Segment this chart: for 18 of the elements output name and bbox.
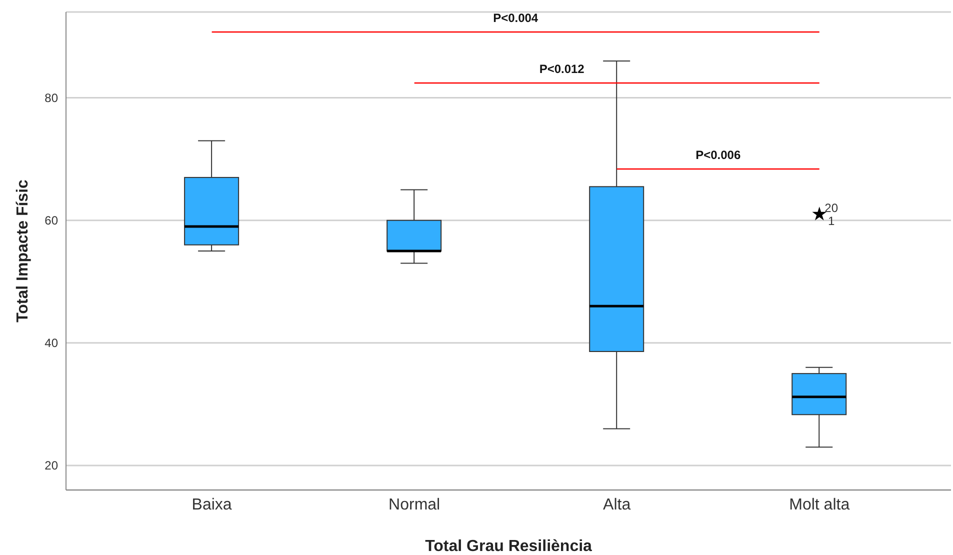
annotation: 1 [828,214,836,228]
x-axis-title: Total Grau Resiliència [425,538,592,555]
x-tick-label: Molt alta [789,496,850,514]
annotation: 20 [824,201,838,216]
x-tick-label: Baixa [192,496,232,514]
x-tick-label: Alta [603,496,631,514]
significance-bracket: P<0.012 [414,62,820,84]
annotation: P<0.012 [539,62,585,76]
annotation: P<0.004 [493,11,538,25]
significance-bracket: P<0.004 [212,11,820,33]
y-axis-title: Total Impacte Físic [14,179,32,322]
y-tick-label: 40 [44,336,58,350]
annotation: P<0.006 [696,148,741,162]
y-tick-label: 80 [44,91,58,106]
y-tick-label: 60 [44,214,58,228]
significance-bracket: P<0.006 [616,148,820,170]
y-tick-label: 20 [44,458,58,473]
x-tick-label: Normal [388,496,440,514]
